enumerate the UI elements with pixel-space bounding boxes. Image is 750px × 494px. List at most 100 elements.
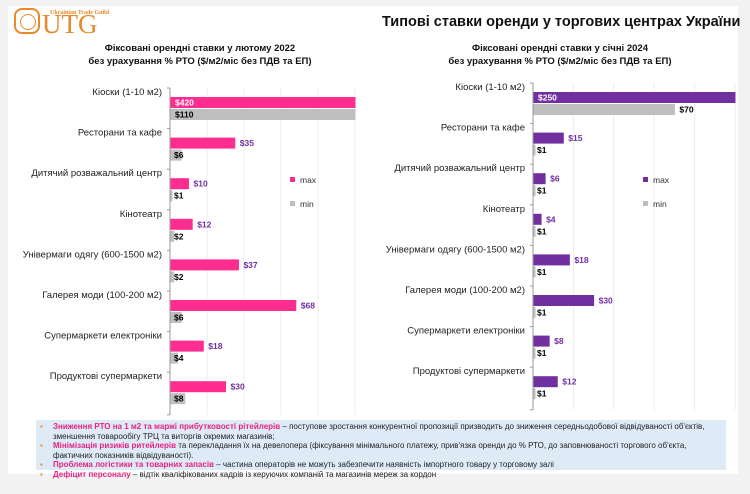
chart-2024-bar-max <box>533 335 550 347</box>
chart-2024-bar-max <box>533 92 736 103</box>
chart-2022-category-label: Дитячий розважальний центр <box>31 168 162 179</box>
note-highlight: Проблема логістики та товарних запасів <box>53 460 214 469</box>
chart-2024-label-min: $1 <box>537 389 547 399</box>
chart-2022-bar-min <box>170 109 356 120</box>
chart-2022-bar-max <box>170 97 356 108</box>
chart-2022-category-label: Ресторани та кафе <box>78 128 162 139</box>
chart-2022-bar-max <box>170 137 236 149</box>
slide <box>8 6 738 474</box>
note-text: та перекладання їх на девелопера (фіксув… <box>53 441 687 460</box>
logo-text: UTG <box>42 9 98 39</box>
chart-2022-label-max: $37 <box>243 260 257 270</box>
chart-2024-bar-max <box>533 376 558 388</box>
bullet-icon: ▪ <box>40 460 43 469</box>
chart-2024-category-label: Галерея моди (100-200 м2) <box>405 285 525 296</box>
chart-2022-title-line1: Фіксовані орендні ставки у лютому 2022 <box>104 43 296 54</box>
chart-2024-bar-min <box>533 104 675 115</box>
chart-2022-label-max: $35 <box>240 138 254 148</box>
chart-2022-category-label: Універмаги одягу (600-1500 м2) <box>23 249 162 260</box>
chart-2022-bar-max <box>170 381 226 393</box>
chart-2024-category-label: Кінотеатр <box>483 204 525 215</box>
chart-2022-label-min: $6 <box>174 150 184 160</box>
chart-2024-title: Фіксовані орендні ставки у січні 2024 бе… <box>440 42 680 68</box>
chart-2022-title: Фіксовані орендні ставки у лютому 2022 б… <box>80 42 320 68</box>
chart-2024-bar-min <box>533 307 536 318</box>
chart-2024-bar-min <box>533 266 536 278</box>
chart-2024-legend-min-label: min <box>653 199 667 209</box>
guild-emblem-icon <box>14 8 40 34</box>
chart-2022-category-label: Кіоски (1-10 м2) <box>92 87 162 98</box>
chart-2024-category-label: Кіоски (1-10 м2) <box>455 82 525 93</box>
bullet-icon: ▪ <box>40 422 43 431</box>
chart-2022-category-label: Кінотеатр <box>120 209 162 220</box>
chart-2024-bar-min <box>533 347 536 359</box>
chart-2024-label-min: $70 <box>679 105 693 115</box>
chart-2024-bar-max <box>533 295 595 306</box>
logo-tagline: Ukrainian Trade Guild <box>50 10 110 16</box>
chart-2024-category-label: Продуктові супермаркети <box>413 366 525 377</box>
chart-2024-label-min: $1 <box>537 348 547 358</box>
utg-logo: Ukrainian Trade Guild UTG <box>14 8 124 38</box>
note-text: – частина операторів не можуть забезпечи… <box>213 460 554 469</box>
chart-2022-label-min: $8 <box>174 394 184 404</box>
chart-2022-label-min: $2 <box>174 231 184 241</box>
chart-2024-category-label: Дитячий розважальний центр <box>394 163 525 174</box>
chart-2022-bar-max <box>170 178 189 190</box>
chart-2024-legend-max-swatch <box>643 177 648 182</box>
chart-2022-label-min: $2 <box>174 272 184 282</box>
chart-2024-label-max: $30 <box>599 296 613 306</box>
note-highlight: Зниження РТО на 1 м2 та маржі прибутково… <box>53 422 281 431</box>
chart-2022-category-label: Супермаркети електроніки <box>44 331 162 342</box>
chart-2024-title-line1: Фіксовані орендні ставки у січні 2024 <box>472 43 648 54</box>
chart-2022-label-min: $1 <box>174 191 184 201</box>
chart-2022-label-max: $420 <box>175 98 194 108</box>
note-highlight: Мінімізація ризиків ритейлерів <box>53 441 177 450</box>
chart-2022-legend-min-swatch <box>290 201 295 206</box>
chart-2022-title-line2: без урахування % РТО ($/м2/міс без ПДВ т… <box>88 56 312 67</box>
chart-2022-category-label: Продуктові супермаркети <box>50 371 162 382</box>
chart-2024-label-max: $8 <box>554 336 564 346</box>
chart-2022-bar-min <box>170 230 175 242</box>
note-text: – поступове зростання конкурентної пропо… <box>53 422 705 441</box>
chart-2022-bar-max <box>170 218 193 230</box>
chart-2022-bar-min <box>170 149 182 161</box>
chart-2024-label-min: $1 <box>537 186 547 196</box>
chart-2024-title-line2: без урахування % РТО ($/м2/міс без ПДВ т… <box>448 56 672 67</box>
chart-2022-bar-min <box>170 312 182 323</box>
note-item: ▪ Зниження РТО на 1 м2 та маржі прибутков… <box>36 422 726 441</box>
chart-2024-legend-min-swatch <box>643 201 648 206</box>
chart-2022-label-min: $6 <box>174 313 184 323</box>
chart-2024-bar-max <box>533 213 542 225</box>
chart-2022-legend-min-label: min <box>300 199 314 209</box>
chart-2022-bar-min <box>170 190 173 202</box>
chart-2024-label-min: $1 <box>537 267 547 277</box>
chart-2024-category-label: Супермаркети електроніки <box>407 326 525 337</box>
chart-2024-label-max: $18 <box>574 255 588 265</box>
chart-2022-legend-max-label: max <box>300 175 317 185</box>
chart-2024-bar-max <box>533 254 570 266</box>
chart-2024-bar-min <box>533 144 536 156</box>
chart-2024-label-max: $15 <box>568 133 582 143</box>
chart-2024-bar-min <box>533 388 536 400</box>
chart-2022-category-label: Галерея моди (100-200 м2) <box>42 290 162 301</box>
chart-2022-label-max: $12 <box>197 219 211 229</box>
chart-2024-label-min: $1 <box>537 226 547 236</box>
chart-2022-label-min: $110 <box>175 110 194 120</box>
chart-2024-label-max: $250 <box>538 93 557 103</box>
chart-2024-label-max: $12 <box>562 377 576 387</box>
bullet-icon: ▪ <box>40 469 43 479</box>
notes-box: ▪ Зниження РТО на 1 м2 та маржі прибутков… <box>36 420 726 479</box>
chart-2024-bar-min <box>533 225 536 237</box>
chart-2024-label-min: $1 <box>537 145 547 155</box>
note-item: ▪ Проблема логістики та товарних запасів … <box>36 460 726 470</box>
note-text: – відтік кваліфікованих кадрів із керуюч… <box>130 469 437 479</box>
chart-2024-label-min: $1 <box>537 308 547 318</box>
chart-2024-legend-max-label: max <box>653 175 670 185</box>
chart-2022-bar-min <box>170 393 186 405</box>
chart-2022-bar-max <box>170 259 239 271</box>
chart-2022-label-max: $30 <box>231 382 245 392</box>
chart-2024-category-label: Універмаги одягу (600-1500 м2) <box>386 244 525 255</box>
chart-2022-label-max: $68 <box>301 301 315 311</box>
chart-2024-label-max: $6 <box>550 174 560 184</box>
